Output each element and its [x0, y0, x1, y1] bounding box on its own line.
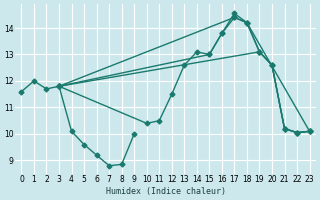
X-axis label: Humidex (Indice chaleur): Humidex (Indice chaleur)	[106, 187, 226, 196]
